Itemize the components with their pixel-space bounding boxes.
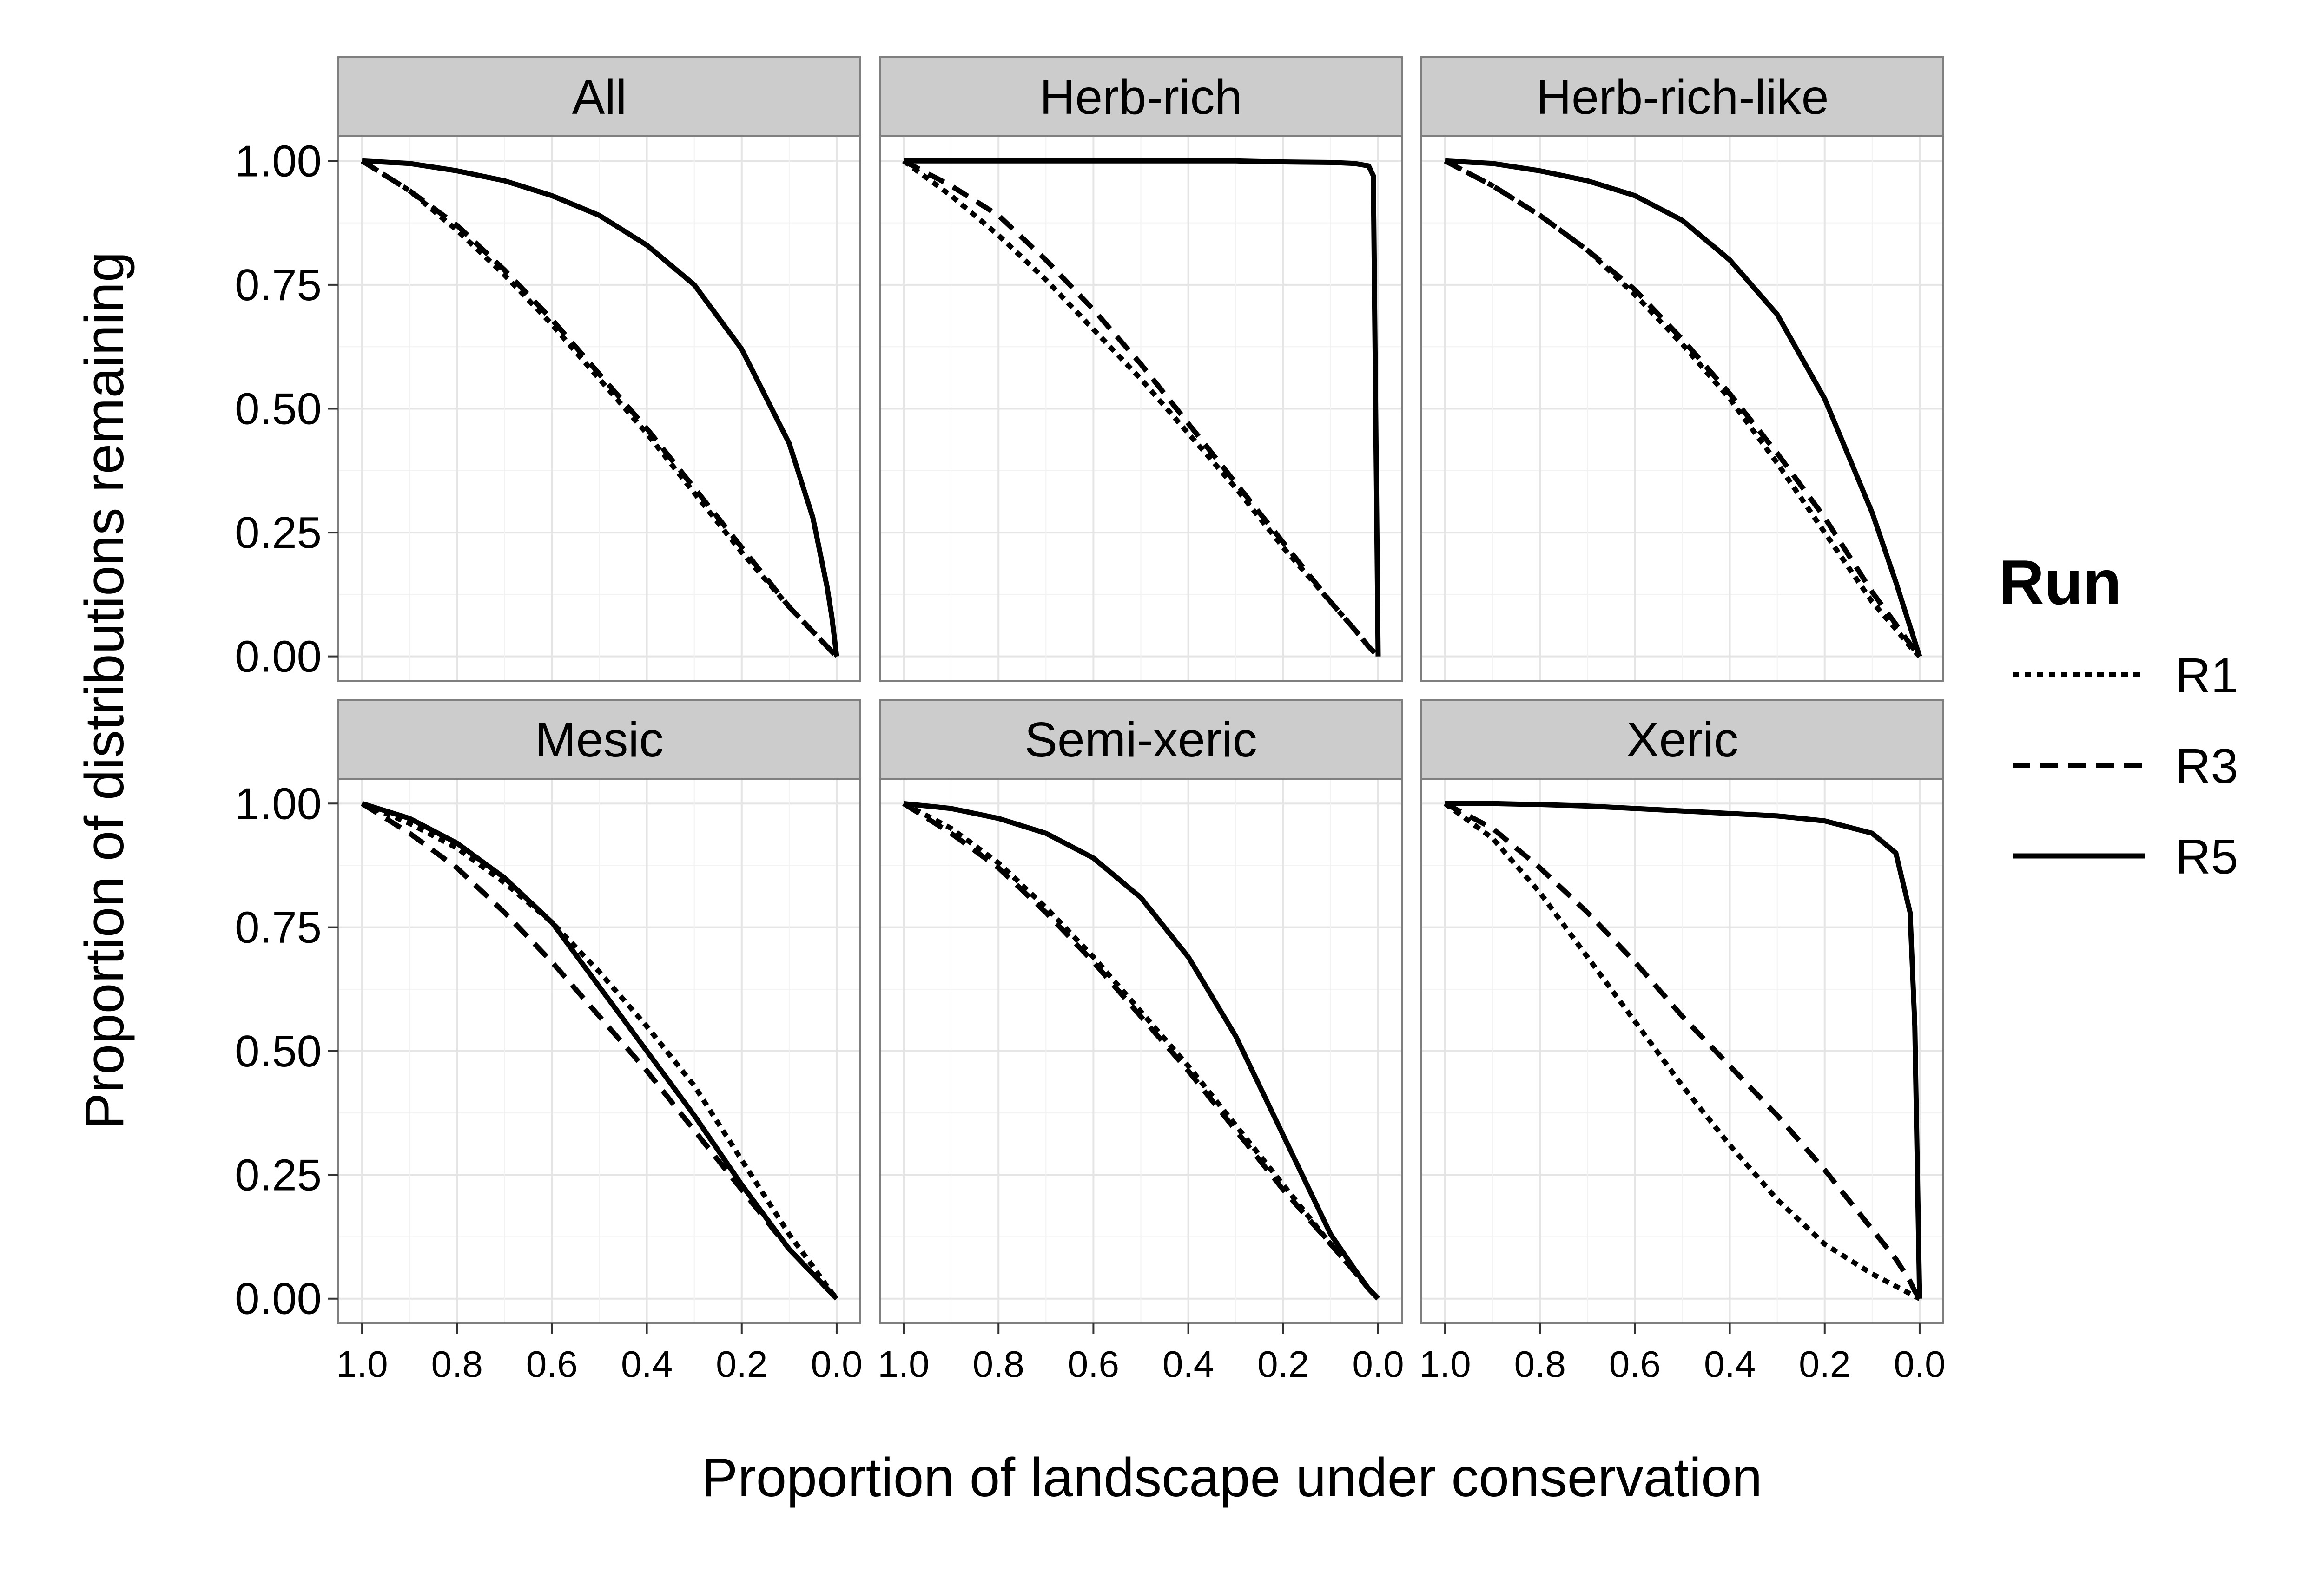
x-tick-label: 1.0 [336, 1343, 388, 1385]
x-tick-label: 0.4 [621, 1343, 673, 1385]
x-tick-label: 0.8 [1514, 1343, 1566, 1385]
y-tick-label: 0.00 [235, 632, 322, 682]
facet-strip [337, 699, 861, 780]
facet-title: Mesic [535, 712, 664, 767]
panel-xeric: Xeric [1420, 699, 1944, 1324]
series-line-r3 [1444, 158, 1922, 658]
facet-strip [337, 56, 861, 137]
panel-border [879, 778, 1403, 1324]
series-line-r3 [361, 158, 838, 658]
facet-title: Herb-rich-like [1536, 70, 1829, 125]
x-tick-label: 0.6 [1068, 1343, 1119, 1385]
facet-title: All [572, 70, 627, 125]
series-line-r3 [1444, 801, 1922, 1300]
series-line-r1 [902, 801, 1380, 1301]
x-tick-label: 0.4 [1162, 1343, 1214, 1385]
series-line-r5 [362, 158, 839, 657]
x-tick-label: 0.4 [1704, 1343, 1756, 1385]
gridlines [338, 779, 860, 1323]
y-tick-label: 0.50 [235, 384, 322, 434]
legend-label: R1 [2175, 648, 2238, 703]
facet-strip [1420, 56, 1944, 137]
gridlines [1421, 779, 1943, 1323]
x-tick-label: 0.6 [526, 1343, 578, 1385]
y-tick-label: 1.00 [235, 136, 322, 186]
x-tick-label: 0.8 [973, 1343, 1024, 1385]
x-tick-label: 0.2 [1799, 1343, 1850, 1385]
y-tick-label: 0.75 [235, 903, 322, 953]
y-tick-label: 0.25 [235, 508, 322, 558]
panel-herb-rich: Herb-rich [879, 56, 1403, 682]
panel-herb-rich-like: Herb-rich-like [1420, 56, 1944, 682]
y-tick-label: 0.00 [235, 1274, 322, 1324]
x-tick-label: 1.0 [1419, 1343, 1471, 1385]
series-line-r1 [1443, 801, 1921, 1301]
y-tick-label: 0.75 [235, 260, 322, 310]
legend-label: R3 [2175, 739, 2238, 794]
x-tick-label: 0.0 [1352, 1343, 1404, 1385]
gridlines [880, 779, 1402, 1323]
panel-border [1420, 778, 1944, 1324]
panel-border [1420, 135, 1944, 682]
x-tick-label: 0.0 [811, 1343, 862, 1385]
panel-semi-xeric: Semi-xeric [879, 699, 1403, 1324]
y-tick-label: 0.25 [235, 1150, 322, 1200]
x-tick-label: 0.8 [431, 1343, 483, 1385]
x-tick-label: 0.6 [1609, 1343, 1661, 1385]
panel-border [879, 135, 1403, 682]
x-tick-label: 0.2 [716, 1343, 767, 1385]
panel-all: All [337, 56, 861, 682]
series-line-r5 [361, 801, 838, 1301]
x-tick-label: 0.0 [1894, 1343, 1945, 1385]
y-axis-title: Proportion of distributions remaining [74, 252, 135, 1130]
legend-title: Run [1999, 547, 2121, 618]
x-tick-label: 1.0 [878, 1343, 929, 1385]
series-line-r3 [902, 158, 1380, 658]
legend: Run R1 R3 R5 [1999, 547, 2238, 884]
gridlines [880, 136, 1402, 681]
axes: 0.000.250.500.751.000.000.250.500.751.00… [74, 136, 1946, 1508]
facet-title: Xeric [1626, 712, 1739, 767]
x-tick-label: 0.2 [1257, 1343, 1309, 1385]
series-line-r5 [1445, 801, 1922, 1299]
series-line-r5 [904, 158, 1381, 657]
facet-title: Semi-xeric [1024, 712, 1257, 767]
series-line-r5 [1445, 158, 1922, 658]
x-axis-title: Proportion of landscape under conservati… [701, 1447, 1763, 1508]
panels: All Herb-rich Herb-rich-like Mesic Semi-xeri… [337, 56, 1944, 1324]
series-line-r5 [903, 801, 1380, 1301]
facet-title: Herb-rich [1040, 70, 1242, 125]
y-tick-label: 0.50 [235, 1026, 322, 1076]
y-tick-label: 1.00 [235, 779, 322, 829]
legend-label: R5 [2175, 829, 2238, 884]
panel-mesic: Mesic [337, 699, 861, 1324]
